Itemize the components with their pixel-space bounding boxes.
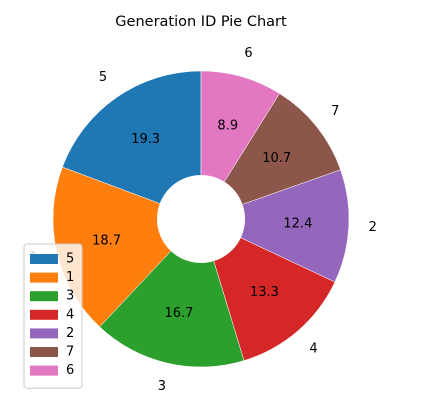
pie-slice-2: [200, 169, 350, 283]
slice-category-label-5: 5: [99, 70, 107, 85]
legend-swatch-3: [30, 291, 58, 302]
legend-swatch-4: [30, 309, 58, 320]
slice-category-label-7: 7: [331, 104, 339, 119]
slice-value-label-5: 19.3: [131, 132, 160, 147]
legend-swatch-5: [30, 254, 58, 264]
slice-value-label-4: 13.3: [250, 285, 279, 300]
legend-label-4: 4: [66, 307, 74, 322]
donut-hole: [157, 175, 245, 263]
legend-label-5: 5: [66, 252, 74, 267]
legend-label-2: 2: [66, 326, 74, 341]
slice-value-label-2: 12.4: [283, 216, 312, 231]
pie-slices: [52, 70, 350, 368]
legend-swatch-2: [30, 328, 58, 339]
legend-label-6: 6: [66, 363, 74, 378]
pie-slice-7: [200, 93, 341, 220]
slice-value-label-1: 18.7: [92, 234, 121, 249]
slice-category-label-2: 2: [369, 220, 377, 235]
slice-value-label-6: 8.9: [217, 118, 238, 133]
legend-swatch-6: [30, 365, 58, 376]
slice-category-label-3: 3: [158, 379, 166, 394]
legend-label-3: 3: [66, 289, 74, 304]
slice-category-label-6: 6: [244, 46, 252, 61]
legend: 5 1 3 4 2 7 6: [23, 243, 83, 389]
pie-slice-4: [200, 218, 336, 361]
slice-labels: 19.3 5 18.7 1 16.7 3 13.3 4 12.4 2 10.7 7 8.9 6: [29, 46, 377, 394]
pie-slice-5: [62, 70, 202, 220]
legend-label-1: 1: [66, 270, 74, 285]
slice-value-label-7: 10.7: [262, 151, 291, 166]
legend-swatch-1: [30, 272, 58, 283]
slice-value-label-3: 16.7: [164, 306, 193, 321]
chart-title: Generation ID Pie Chart: [115, 14, 287, 30]
legend-swatch-7: [30, 347, 58, 357]
legend-label-7: 7: [66, 345, 74, 360]
slice-category-label-4: 4: [309, 342, 317, 357]
